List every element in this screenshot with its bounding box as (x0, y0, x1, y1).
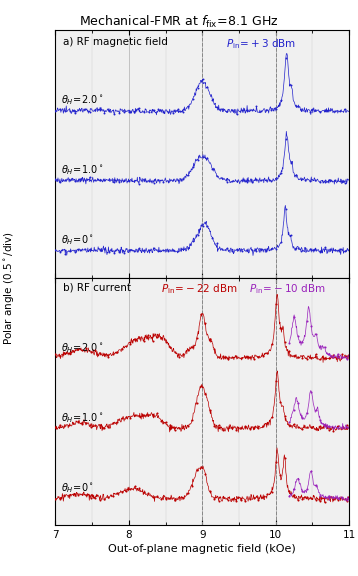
Text: $\theta_H\!=\!2.0^\circ$: $\theta_H\!=\!2.0^\circ$ (61, 341, 104, 355)
X-axis label: Out-of-plane magnetic field (kOe): Out-of-plane magnetic field (kOe) (108, 544, 296, 554)
Text: $P_{\rm in}\!=\!+3$ dBm: $P_{\rm in}\!=\!+3$ dBm (226, 37, 296, 51)
Text: Polar angle (0.5$^\circ$/div): Polar angle (0.5$^\circ$/div) (2, 231, 16, 345)
Text: b) RF current: b) RF current (63, 283, 131, 293)
Text: Mechanical-FMR at $f_{\rm fix}\!=\!8.1$ GHz: Mechanical-FMR at $f_{\rm fix}\!=\!8.1$ … (79, 14, 279, 31)
Text: $\theta_H\!=\!0^\circ$: $\theta_H\!=\!0^\circ$ (61, 482, 95, 495)
Text: $\theta_H\!=\!0^\circ$: $\theta_H\!=\!0^\circ$ (61, 233, 95, 247)
Text: $P_{\rm in}\!=\!-22$ dBm: $P_{\rm in}\!=\!-22$ dBm (161, 283, 238, 297)
Text: $\theta_H\!=\!1.0^\circ$: $\theta_H\!=\!1.0^\circ$ (61, 163, 104, 177)
Text: $P_{\rm in}\!=\!-10$ dBm: $P_{\rm in}\!=\!-10$ dBm (249, 283, 326, 297)
Text: $\theta_H\!=\!1.0^\circ$: $\theta_H\!=\!1.0^\circ$ (61, 411, 104, 425)
Text: $\theta_H\!=\!2.0^\circ$: $\theta_H\!=\!2.0^\circ$ (61, 93, 104, 107)
Text: a) RF magnetic field: a) RF magnetic field (63, 37, 168, 47)
